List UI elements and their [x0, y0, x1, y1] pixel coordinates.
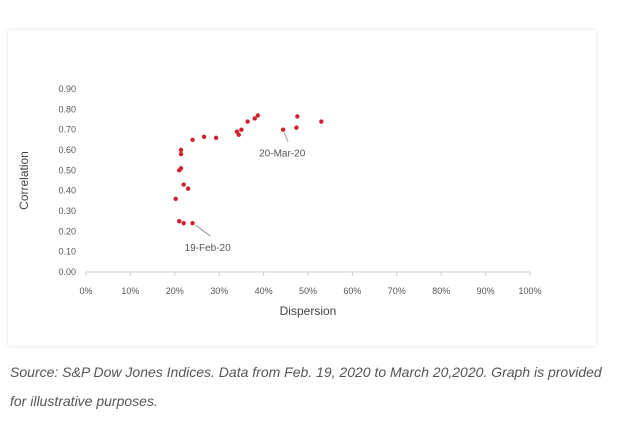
- annotation-label: 19-Feb-20: [185, 243, 232, 254]
- data-point: [181, 182, 186, 187]
- y-tick-label: 0.60: [58, 145, 76, 155]
- data-point: [173, 196, 178, 201]
- x-tick-label: 20%: [166, 286, 184, 296]
- data-point: [319, 119, 324, 124]
- y-tick-label: 0.90: [58, 84, 76, 94]
- data-point: [181, 221, 186, 226]
- data-point: [236, 132, 241, 137]
- y-tick-label: 0.10: [58, 247, 76, 257]
- y-tick-label: 0.80: [58, 104, 76, 114]
- annotation-leader: [195, 224, 211, 237]
- x-tick-label: 70%: [388, 286, 406, 296]
- data-point: [178, 166, 184, 171]
- y-tick-label: 0.20: [58, 226, 76, 236]
- chart-caption: Source: S&P Dow Jones Indices. Data from…: [10, 364, 602, 409]
- chart-card: 0% 10% 20% 30% 40% 50% 60% 70% 80% 90% 100% 0.00 0.1…: [8, 30, 596, 346]
- x-tick-label: 40%: [255, 286, 273, 296]
- y-tick-label: 0.40: [58, 186, 76, 196]
- annotation-label: 20-Mar-20: [259, 149, 306, 160]
- y-tick-label: 0.30: [58, 206, 76, 216]
- data-point: [245, 119, 250, 124]
- data-point: [252, 116, 257, 121]
- data-point: [178, 147, 184, 153]
- data-point: [190, 221, 195, 226]
- x-axis-label: Dispersion: [280, 304, 337, 318]
- data-point: [185, 186, 191, 191]
- x-tick-label: 30%: [210, 286, 228, 296]
- x-tick-label: 50%: [299, 286, 317, 296]
- x-tick-label: 90%: [477, 286, 495, 296]
- data-point: [190, 137, 195, 143]
- data-point: [294, 125, 299, 130]
- data-point: [177, 218, 182, 224]
- data-point: [280, 127, 286, 132]
- y-axis-label: Correlation: [17, 151, 31, 210]
- annotation-leader: [283, 132, 289, 142]
- data-point: [178, 151, 184, 157]
- data-point: [213, 135, 219, 140]
- data-point: [239, 127, 244, 132]
- data-point: [255, 113, 261, 118]
- x-tick-label: 60%: [343, 286, 361, 296]
- data-point: [201, 134, 207, 139]
- x-tick-label: 0%: [79, 286, 92, 296]
- y-tick-label: 0.00: [58, 267, 76, 277]
- data-point: [295, 114, 300, 119]
- scatter-chart: 0% 10% 20% 30% 40% 50% 60% 70% 80% 90% 100% 0.00 0.1…: [17, 84, 542, 318]
- x-tick-label: 10%: [121, 286, 139, 296]
- y-tick-label: 0.70: [58, 125, 76, 135]
- y-tick-label: 0.50: [58, 165, 76, 175]
- x-tick-label: 80%: [432, 286, 450, 296]
- x-tick-label: 100%: [518, 286, 541, 296]
